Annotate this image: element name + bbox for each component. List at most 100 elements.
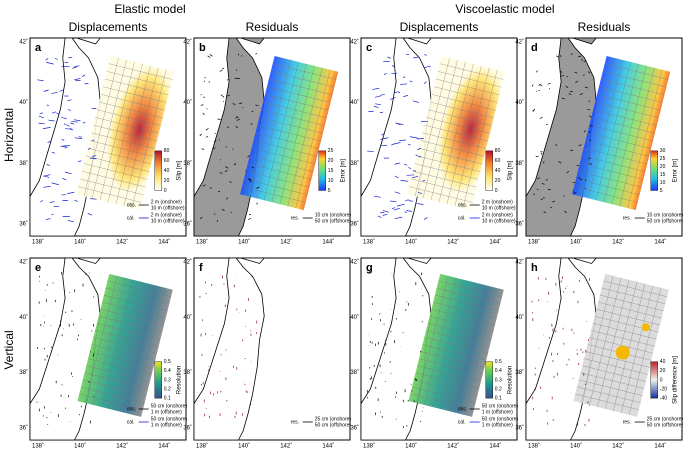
colorbar-tick: 0 [660,377,663,383]
colorbar-tick: 20 [660,164,666,170]
lon-label: 144˚ [489,443,501,448]
lon-label: 142˚ [116,239,128,246]
colorbar-label: Error [m] [672,159,678,183]
lon-label: 138˚ [363,239,375,246]
lat-label: 38˚ [350,160,359,167]
colorbar [651,362,658,398]
lat-label: 38˚ [19,369,28,376]
column-title: Displacements [400,20,479,34]
colorbar-label: Error [m] [340,159,346,183]
colorbar [155,362,162,398]
colorbar-tick: 0.4 [164,368,171,374]
lat-label: 40˚ [183,99,192,106]
colorbar-label: Slip difference [m] [672,356,678,404]
lat-label: 42˚ [350,259,359,266]
lon-label: 140˚ [74,239,86,246]
lat-label: 38˚ [183,369,192,376]
lat-label: 42˚ [183,259,192,266]
lon-label: 140˚ [570,239,582,246]
colorbar-label: Slip [m] [176,160,182,180]
lat-label: 40˚ [19,314,28,321]
lon-label: 142˚ [280,443,292,448]
lon-label: 138˚ [32,239,44,246]
colorbar-tick: 0.2 [164,386,171,392]
colorbar-tick: 60 [495,158,501,164]
colorbar-tick: -40 [660,395,667,401]
lon-label: 144˚ [322,443,334,448]
colorbar-tick: 0.5 [495,359,502,365]
colorbar-tick: 40 [164,168,170,174]
lat-label: 36˚ [350,221,359,228]
lat-label: 40˚ [515,314,524,321]
legend-key: obs. [458,406,467,412]
legend-key: res. [623,419,631,425]
panel-letter: a [35,42,42,54]
lon-label: 142˚ [116,443,128,448]
row-label: Vertical [2,330,16,369]
lon-label: 144˚ [654,239,666,246]
lon-label: 138˚ [528,443,540,448]
colorbar-tick: 0.3 [164,377,171,383]
colorbar-tick: 40 [660,359,666,365]
colorbar-tick: 0.2 [495,386,502,392]
lon-label: 140˚ [238,239,250,246]
colorbar-tick: 5 [660,188,663,194]
row-label: Horizontal [2,108,16,162]
lat-label: 38˚ [183,160,192,167]
lon-label: 138˚ [528,239,540,246]
colorbar [486,362,493,398]
lon-label: 138˚ [32,443,44,448]
colorbar-tick: 25 [328,148,334,154]
column-title: Residuals [246,20,299,34]
colorbar-tick: 10 [328,178,334,184]
colorbar-tick: 15 [328,168,334,174]
legend-key: obs. [127,202,136,208]
lon-label: 140˚ [74,443,86,448]
model-title: Elastic model [114,2,185,16]
colorbar-tick: 60 [164,158,170,164]
lat-label: 40˚ [183,314,192,321]
colorbar-tick: 80 [164,148,170,154]
panel-letter: f [199,262,203,274]
colorbar [486,151,493,191]
lat-label: 42˚ [183,39,192,46]
colorbar-tick: 0.4 [495,368,502,374]
legend-key: cal. [458,419,466,425]
lon-label: 144˚ [489,239,501,246]
legend-text: 1 m (offshore) [482,409,513,415]
legend-text: 10 m (offshore) [482,205,516,211]
vector [578,178,579,179]
lat-label: 36˚ [183,221,192,228]
colorbar-tick: 5 [328,188,331,194]
panel-letter: d [531,42,538,54]
panel-letter: e [35,262,41,274]
colorbar-tick: 0.1 [495,395,502,401]
colorbar-label: Slip [m] [507,160,513,180]
colorbar-tick: 20 [660,368,666,374]
panel-letter: b [199,42,206,54]
lat-label: 38˚ [515,369,524,376]
lat-label: 40˚ [350,99,359,106]
lat-label: 42˚ [19,259,28,266]
legend-text: 1 m (offshore) [151,409,182,415]
lat-label: 36˚ [19,221,28,228]
lat-label: 40˚ [350,314,359,321]
lat-label: 36˚ [183,425,192,432]
colorbar [319,151,326,191]
colorbar-tick: 0.5 [164,359,171,365]
legend-text: 50 cm (offshore) [315,218,352,224]
panel-letter: c [366,42,372,54]
lat-label: 36˚ [515,221,524,228]
lon-label: 142˚ [280,239,292,246]
legend-text: 50 cm (offshore) [647,218,684,224]
lon-label: 142˚ [612,239,624,246]
lat-label: 36˚ [19,425,28,432]
colorbar-tick: 30 [660,148,666,154]
colorbar-label: Resolution [507,366,513,394]
